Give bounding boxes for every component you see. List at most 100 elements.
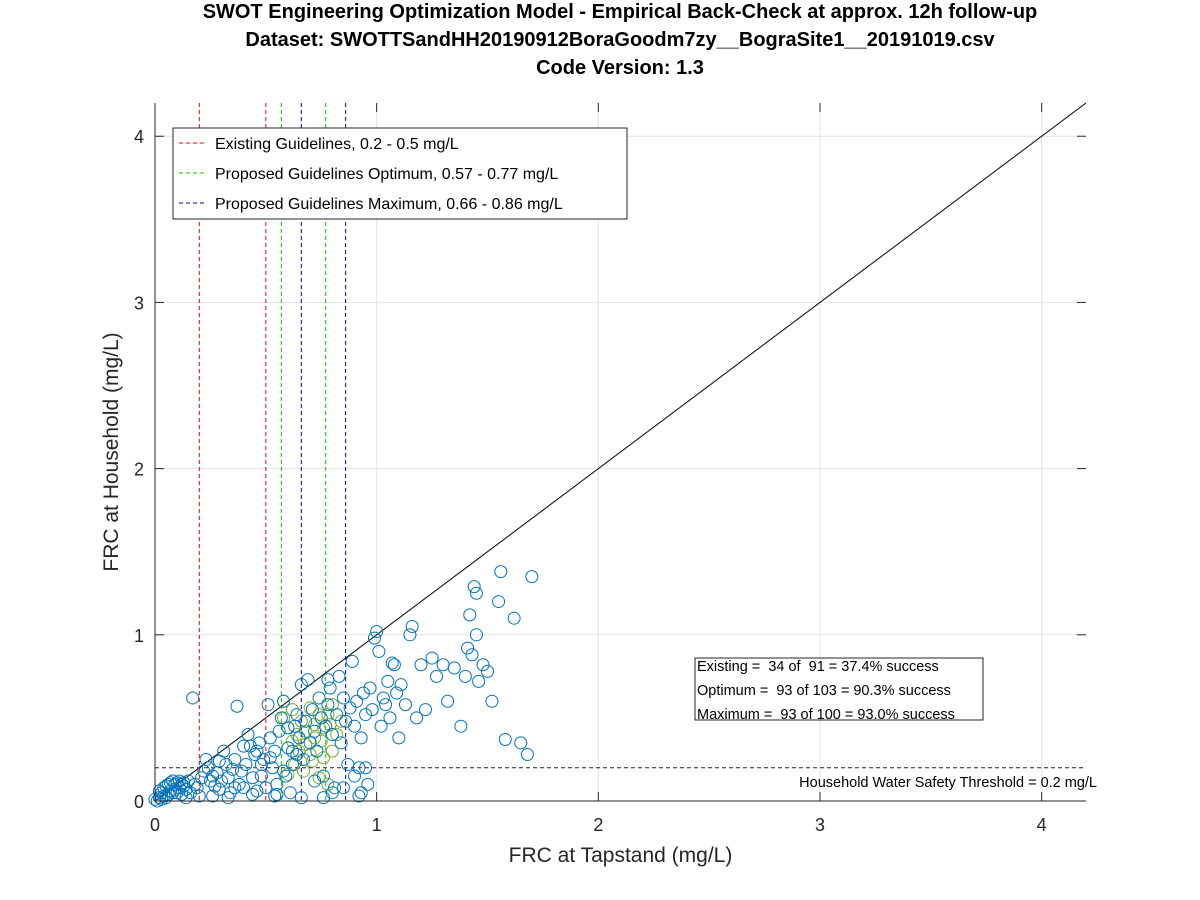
data-point bbox=[316, 791, 330, 805]
data-point bbox=[447, 661, 461, 675]
optimum-data-point bbox=[285, 703, 299, 717]
data-point bbox=[458, 669, 472, 683]
chart-title: SWOT Engineering Optimization Model - Em… bbox=[203, 1, 1038, 79]
data-point bbox=[398, 698, 412, 712]
data-point bbox=[310, 744, 324, 758]
data-point bbox=[476, 658, 490, 672]
x-tick-label: 2 bbox=[593, 815, 603, 835]
data-point bbox=[323, 681, 337, 695]
data-point bbox=[454, 719, 468, 733]
data-point bbox=[314, 711, 328, 725]
data-point bbox=[425, 651, 439, 665]
data-point bbox=[308, 774, 322, 788]
data-point bbox=[392, 731, 406, 745]
annotation-line: Optimum = 93 of 103 = 90.3% success bbox=[697, 683, 951, 699]
data-point bbox=[292, 731, 306, 745]
data-point bbox=[159, 779, 173, 793]
legend[interactable]: Existing Guidelines, 0.2 - 0.5 mg/L Propo… bbox=[172, 127, 628, 220]
data-point bbox=[277, 694, 291, 708]
data-point bbox=[299, 714, 313, 728]
data-point bbox=[195, 771, 209, 785]
data-point bbox=[472, 674, 486, 688]
x-tick-label: 4 bbox=[1037, 815, 1047, 835]
data-point bbox=[379, 698, 393, 712]
x-tick-label: 3 bbox=[815, 815, 825, 835]
data-point bbox=[336, 691, 350, 705]
data-point bbox=[250, 744, 264, 758]
title-line: SWOT Engineering Optimization Model - Em… bbox=[203, 1, 1038, 23]
threshold-line: Household Water Safety Threshold = 0.2 m… bbox=[155, 767, 1097, 791]
data-point bbox=[281, 741, 295, 755]
data-point bbox=[212, 754, 226, 768]
data-point bbox=[365, 703, 379, 717]
optimum-data-point bbox=[330, 728, 344, 742]
data-point bbox=[283, 786, 297, 800]
data-point bbox=[361, 777, 375, 791]
annotation-line: Existing = 34 of 91 = 37.4% success bbox=[697, 659, 939, 675]
optimum-data-point bbox=[290, 728, 304, 742]
data-point bbox=[230, 699, 244, 713]
data-point bbox=[274, 711, 288, 725]
data-point bbox=[321, 698, 335, 712]
y-tick-label: 2 bbox=[134, 460, 144, 480]
y-tick-label: 3 bbox=[134, 293, 144, 313]
data-point bbox=[232, 777, 246, 791]
data-point bbox=[469, 586, 483, 600]
data-point bbox=[321, 673, 335, 687]
data-point bbox=[243, 739, 257, 753]
data-point bbox=[394, 678, 408, 692]
data-point bbox=[308, 724, 322, 738]
data-point bbox=[312, 691, 326, 705]
x-axis-label: FRC at Tapstand (mg/L) bbox=[509, 844, 733, 867]
data-point bbox=[390, 686, 404, 700]
title-line: Code Version: 1.3 bbox=[536, 57, 704, 79]
y-axis-label: FRC at Household (mg/L) bbox=[100, 332, 123, 571]
one-to-one-line bbox=[154, 102, 1087, 802]
y-tick-label: 0 bbox=[134, 792, 144, 812]
data-point bbox=[305, 703, 319, 717]
data-point bbox=[350, 694, 364, 708]
data-point bbox=[221, 771, 235, 785]
data-point bbox=[469, 628, 483, 642]
optimum-data-point bbox=[325, 744, 339, 758]
data-point bbox=[281, 721, 295, 735]
data-point bbox=[485, 694, 499, 708]
data-point bbox=[206, 789, 220, 803]
data-point bbox=[525, 570, 539, 584]
data-point bbox=[463, 608, 477, 622]
data-point bbox=[467, 580, 481, 594]
data-point bbox=[226, 762, 240, 776]
data-point bbox=[354, 731, 368, 745]
data-point bbox=[430, 669, 444, 683]
annotation-line: Maximum = 93 of 100 = 93.0% success bbox=[697, 707, 955, 723]
data-point bbox=[152, 784, 166, 798]
data-point bbox=[359, 708, 373, 722]
data-point bbox=[303, 736, 317, 750]
data-point bbox=[354, 786, 368, 800]
data-point bbox=[336, 781, 350, 795]
data-point bbox=[192, 789, 206, 803]
optimum-data-point bbox=[308, 731, 322, 745]
data-point bbox=[268, 744, 282, 758]
grid bbox=[155, 103, 1086, 801]
data-point bbox=[461, 641, 475, 655]
data-point bbox=[301, 673, 315, 687]
data-point bbox=[498, 733, 512, 747]
x-tick-label: 1 bbox=[372, 815, 382, 835]
data-point bbox=[481, 664, 494, 678]
optimum-data-point bbox=[303, 701, 317, 715]
optimum-data-point bbox=[294, 714, 308, 728]
data-point bbox=[285, 744, 299, 758]
data-point bbox=[348, 769, 361, 783]
data-point bbox=[494, 565, 508, 579]
identity-line bbox=[154, 102, 1087, 802]
data-point bbox=[383, 711, 397, 725]
legend-item-label: Proposed Guidelines Optimum, 0.57 - 0.77… bbox=[215, 166, 558, 183]
data-point bbox=[270, 787, 284, 801]
data-point bbox=[367, 631, 381, 645]
data-point bbox=[175, 787, 189, 801]
data-point bbox=[507, 611, 521, 625]
data-point bbox=[199, 752, 213, 766]
success-annotation: Existing = 34 of 91 = 37.4% success Optim… bbox=[694, 657, 984, 723]
data-point bbox=[237, 781, 251, 795]
